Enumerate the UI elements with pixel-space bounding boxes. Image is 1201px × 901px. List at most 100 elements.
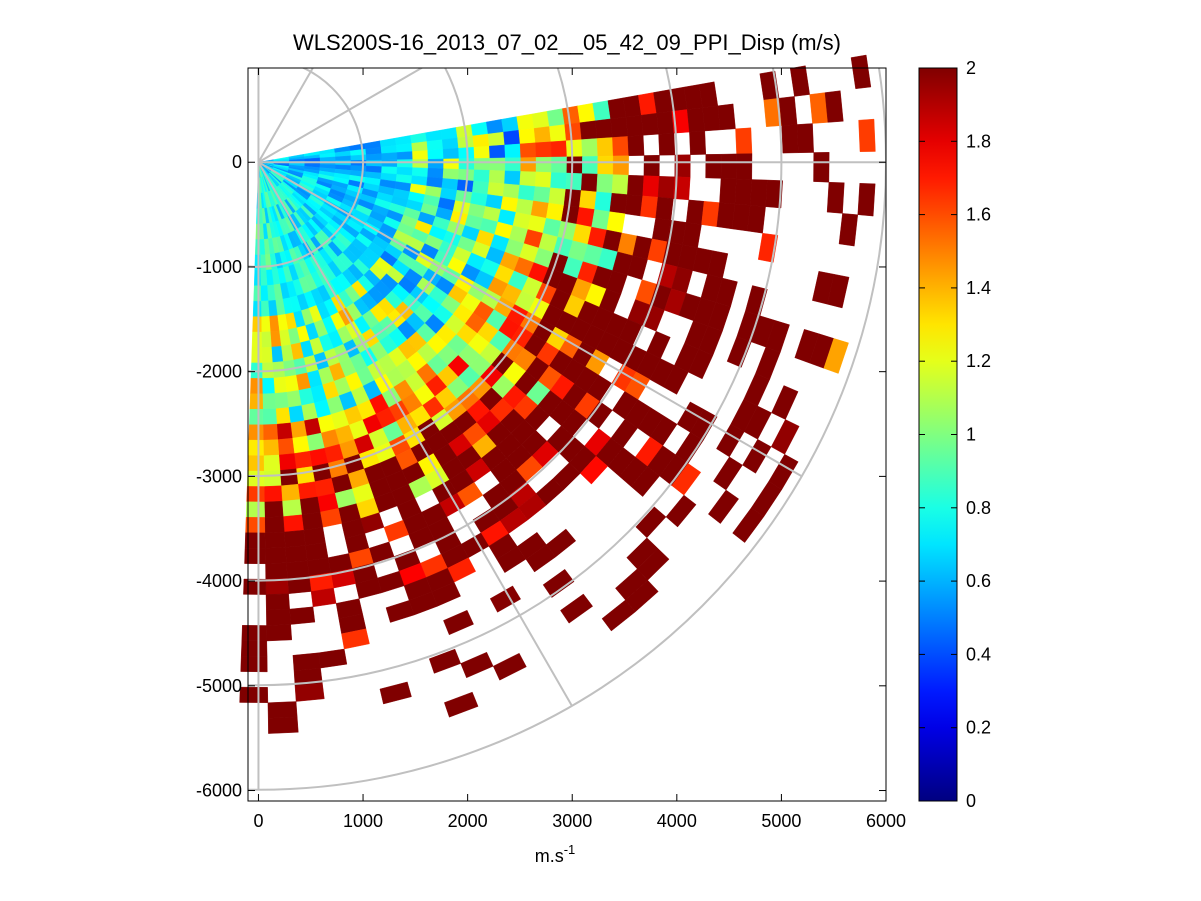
- heatmap-cell: [284, 374, 299, 393]
- colorbar-tick-label: 1.4: [966, 278, 991, 298]
- heatmap-cell: [259, 254, 267, 271]
- heatmap-cell: [261, 377, 275, 395]
- heatmap-cell: [427, 149, 444, 160]
- heatmap-cell: [525, 544, 556, 573]
- heatmap-cell: [442, 168, 460, 180]
- colorbar-gradient: [918, 67, 958, 802]
- heatmap-cell: [264, 500, 284, 518]
- heatmap-cell: [826, 181, 845, 214]
- heatmap-cell: [264, 531, 286, 549]
- heatmap-cell: [627, 174, 645, 197]
- x-tick-label: 2000: [448, 811, 488, 831]
- heatmap-cell: [809, 92, 829, 124]
- heatmap-cell: [252, 301, 262, 317]
- colorbar-tick-label: 0.2: [966, 718, 991, 738]
- heatmap-cell: [534, 171, 552, 189]
- heatmap-cell: [580, 455, 608, 485]
- grid-spoke: [257, 161, 803, 478]
- heatmap-cell: [252, 316, 262, 333]
- heatmap-cell: [253, 285, 262, 302]
- grid-spoke: [257, 161, 574, 707]
- heatmap-cell: [396, 159, 413, 168]
- heatmap-cell: [560, 593, 593, 624]
- heatmap-cell: [266, 608, 291, 626]
- heatmap-cell: [265, 562, 288, 580]
- heatmap-cell: [496, 546, 527, 573]
- heatmap-cell: [716, 202, 736, 230]
- heatmap-cell: [535, 156, 552, 173]
- heatmap-cell: [581, 138, 599, 157]
- heatmap-cell: [518, 128, 536, 145]
- heatmap-cell: [379, 681, 412, 705]
- heatmap-cell: [665, 494, 697, 528]
- heatmap-cell: [657, 176, 675, 199]
- grid-spoke: [257, 68, 314, 163]
- heatmap-cell: [276, 422, 293, 440]
- heatmap-cell: [561, 204, 580, 225]
- heatmap-cell: [266, 624, 293, 642]
- heatmap-cell: [517, 184, 536, 202]
- heatmap-cell: [535, 141, 552, 158]
- heatmap-cell: [472, 133, 490, 148]
- heatmap-cell: [292, 652, 321, 671]
- heatmap-cell: [689, 130, 707, 155]
- colorbar-tick-label: 0.4: [966, 644, 991, 664]
- heatmap-cell: [516, 113, 535, 131]
- heatmap-cell: [248, 424, 264, 441]
- y-axis: 0 -1000 -2000 -3000 -4000 -5000 -6000: [196, 152, 886, 801]
- heatmap-cell: [519, 171, 537, 187]
- x-tick-label: 6000: [866, 811, 906, 831]
- heatmap-cell: [381, 152, 398, 161]
- heatmap-cell: [246, 486, 265, 503]
- heatmap-cell: [411, 141, 428, 152]
- heatmap-cell: [277, 437, 295, 456]
- heatmap-cell: [546, 108, 565, 127]
- heatmap-cell: [501, 116, 520, 133]
- heatmap-cell: [565, 139, 583, 158]
- heatmap-cell: [263, 439, 280, 456]
- heatmap-cell: [580, 173, 598, 193]
- heatmap-cell: [705, 153, 722, 179]
- heatmap-cell: [261, 346, 273, 364]
- x-tick-label: 0: [253, 811, 263, 831]
- heatmap-cell: [279, 468, 299, 487]
- heatmap-cell: [577, 102, 596, 123]
- heatmap-cell: [796, 123, 814, 154]
- heatmap-cell: [245, 501, 265, 518]
- colorbar-tick-label: 0.8: [966, 498, 991, 518]
- heatmap-cell: [249, 393, 264, 410]
- heatmap-cell: [412, 150, 429, 160]
- heatmap-cell: [247, 439, 264, 456]
- heatmap-cell: [732, 507, 765, 543]
- heatmap-cell: [250, 378, 263, 395]
- heatmap-cell: [726, 336, 752, 368]
- heatmap-cell: [428, 648, 461, 674]
- heatmap-cell: [533, 186, 551, 204]
- heatmap-cell: [611, 174, 629, 195]
- x-tick-label: 4000: [657, 811, 697, 831]
- heatmap-cell: [609, 192, 628, 215]
- heatmap-cell: [548, 187, 567, 206]
- heatmap-cell: [655, 196, 674, 221]
- heatmap-cell: [275, 407, 291, 425]
- colorbar-tick-label: 1.8: [966, 131, 991, 151]
- heatmap-cell: [736, 153, 753, 180]
- heatmap-cell: [396, 151, 413, 161]
- heatmap-cell: [550, 172, 568, 190]
- heatmap-cell: [701, 201, 720, 227]
- heatmap-cell: [246, 470, 265, 487]
- heatmap-cell: [581, 156, 599, 175]
- heatmap-cell: [823, 338, 849, 374]
- chart-title: WLS200S-16_2013_07_02__05_42_09_PPI_Disp…: [293, 30, 841, 55]
- heatmap-cell: [443, 158, 460, 170]
- heatmap-cell: [562, 105, 581, 125]
- heatmap-cell: [288, 405, 305, 424]
- heatmap-cell: [607, 97, 627, 120]
- heatmap-cell: [264, 516, 285, 534]
- heatmap-cell: [259, 239, 266, 256]
- heatmap-cell: [289, 606, 316, 625]
- colorbar-ticks: 0 0.2 0.4 0.6 0.8 1 1.2 1.4 1.6 1.8 2: [919, 58, 991, 811]
- heatmap-cell: [549, 124, 567, 143]
- heatmap-cell: [264, 547, 287, 565]
- heatmap-cell: [643, 154, 660, 177]
